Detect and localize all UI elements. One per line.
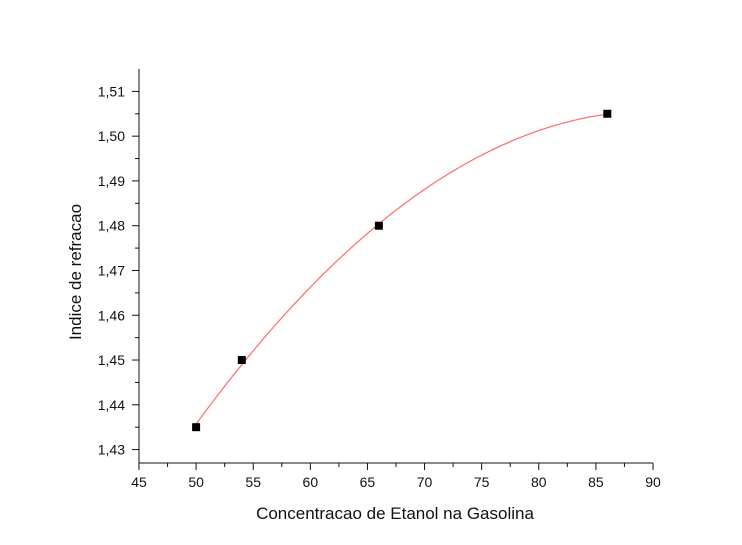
x-tick-label: 75 <box>474 474 490 490</box>
data-point-marker <box>192 423 201 432</box>
fit-curve-layer <box>195 113 608 425</box>
x-tick-label: 60 <box>303 474 319 490</box>
x-tick-label: 85 <box>588 474 604 490</box>
x-tick-label: 55 <box>245 474 261 490</box>
y-tick-label: 1,46 <box>98 307 125 323</box>
tick-labels: 45 50 55 60 65 70 75 80 85 90 1,43 1,44 1,45 1,46 1,47… <box>98 83 661 490</box>
axes <box>138 69 653 464</box>
y-tick-label: 1,43 <box>98 442 125 458</box>
y-tick-label: 1,48 <box>98 218 125 234</box>
x-tick-label: 45 <box>131 474 147 490</box>
y-tick-label: 1,47 <box>98 262 125 278</box>
y-tick-label: 1,45 <box>98 352 125 368</box>
y-tick-label: 1,44 <box>98 397 125 413</box>
x-axis-label: Concentracao de Etanol na Gasolina <box>256 504 534 523</box>
data-point-marker <box>374 221 383 230</box>
y-axis-label: Indice de refracao <box>66 204 85 340</box>
data-point-marker <box>603 109 612 118</box>
y-tick-label: 1,49 <box>98 173 125 189</box>
x-tick-label: 65 <box>360 474 376 490</box>
data-point-marker <box>237 356 246 365</box>
data-points <box>192 109 612 432</box>
x-tick-label: 70 <box>417 474 433 490</box>
fit-curve <box>195 113 608 425</box>
y-tick-label: 1,50 <box>98 128 125 144</box>
x-tick-label: 90 <box>645 474 661 490</box>
ticks <box>132 90 654 470</box>
y-tick-label: 1,51 <box>98 83 125 99</box>
x-tick-label: 50 <box>188 474 204 490</box>
x-tick-label: 80 <box>531 474 547 490</box>
